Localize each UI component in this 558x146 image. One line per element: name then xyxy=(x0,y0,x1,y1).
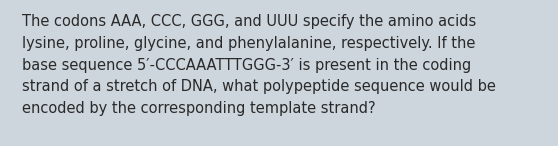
Text: strand of a stretch of DNA, what polypeptide sequence would be: strand of a stretch of DNA, what polypep… xyxy=(22,79,496,94)
Text: base sequence 5′-CCCAAATTTGGG-3′ is present in the coding: base sequence 5′-CCCAAATTTGGG-3′ is pres… xyxy=(22,58,472,73)
Text: lysine, proline, glycine, and phenylalanine, respectively. If the: lysine, proline, glycine, and phenylalan… xyxy=(22,36,475,51)
Text: The codons AAA, CCC, GGG, and UUU specify the amino acids: The codons AAA, CCC, GGG, and UUU specif… xyxy=(22,14,476,29)
Text: encoded by the corresponding template strand?: encoded by the corresponding template st… xyxy=(22,101,376,116)
